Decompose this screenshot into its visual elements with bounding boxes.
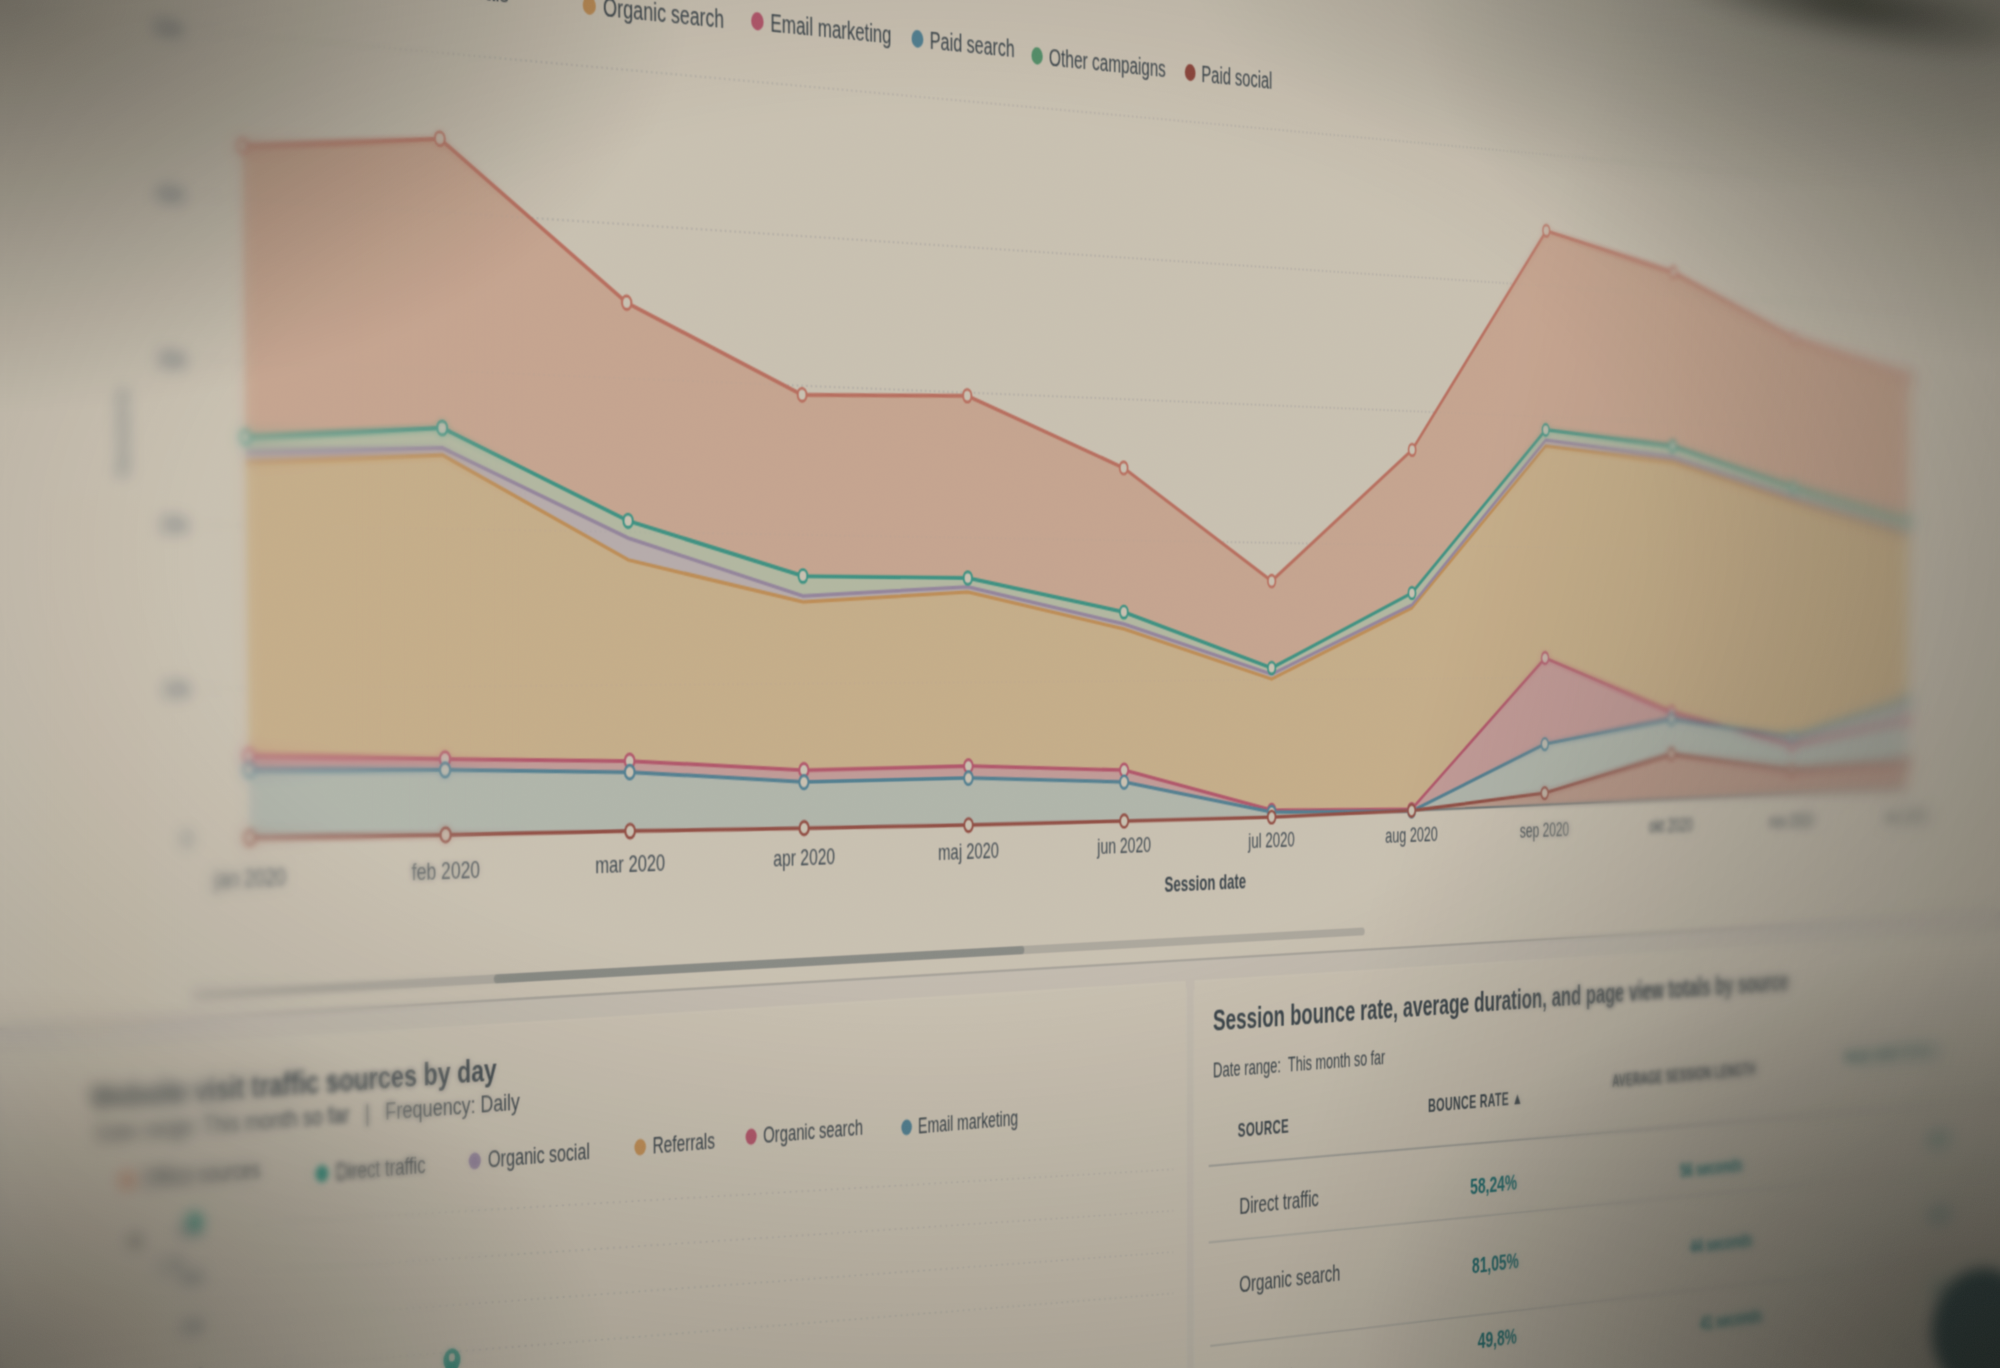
svg-text:jan 2020: jan 2020	[213, 863, 286, 894]
svg-text:1,28: 1,28	[1928, 1203, 1947, 1225]
svg-text:50k: 50k	[154, 13, 183, 42]
svg-text:nov 2020: nov 2020	[1769, 810, 1814, 833]
svg-text:49,8%: 49,8%	[1478, 1323, 1517, 1354]
svg-text:58,24%: 58,24%	[1470, 1169, 1517, 1200]
svg-text:30k: 30k	[158, 346, 187, 374]
svg-text:apr 2020: apr 2020	[773, 844, 835, 872]
svg-text:aug 2020: aug 2020	[1385, 823, 1438, 848]
svg-text:okt 2020: okt 2020	[1649, 814, 1693, 838]
svg-text:sep 2020: sep 2020	[1520, 818, 1569, 842]
svg-text:mar 2020: mar 2020	[595, 850, 665, 879]
svg-text:0: 0	[197, 1364, 205, 1368]
svg-text:Session date: Session date	[1164, 870, 1246, 897]
svg-text:jul 2020: jul 2020	[1248, 828, 1295, 854]
svg-text:feb 2020: feb 2020	[411, 857, 480, 887]
svg-text:200: 200	[180, 1315, 204, 1338]
svg-text:maj 2020: maj 2020	[938, 838, 999, 865]
svg-text:jun 2020: jun 2020	[1097, 833, 1151, 859]
svg-text:1,84: 1,84	[1928, 1128, 1948, 1150]
svg-text:40k: 40k	[156, 180, 185, 209]
svg-text:dec 2020: dec 2020	[1885, 806, 1928, 829]
svg-text:0: 0	[182, 826, 192, 853]
svg-text:Sessions: Sessions	[113, 388, 133, 478]
